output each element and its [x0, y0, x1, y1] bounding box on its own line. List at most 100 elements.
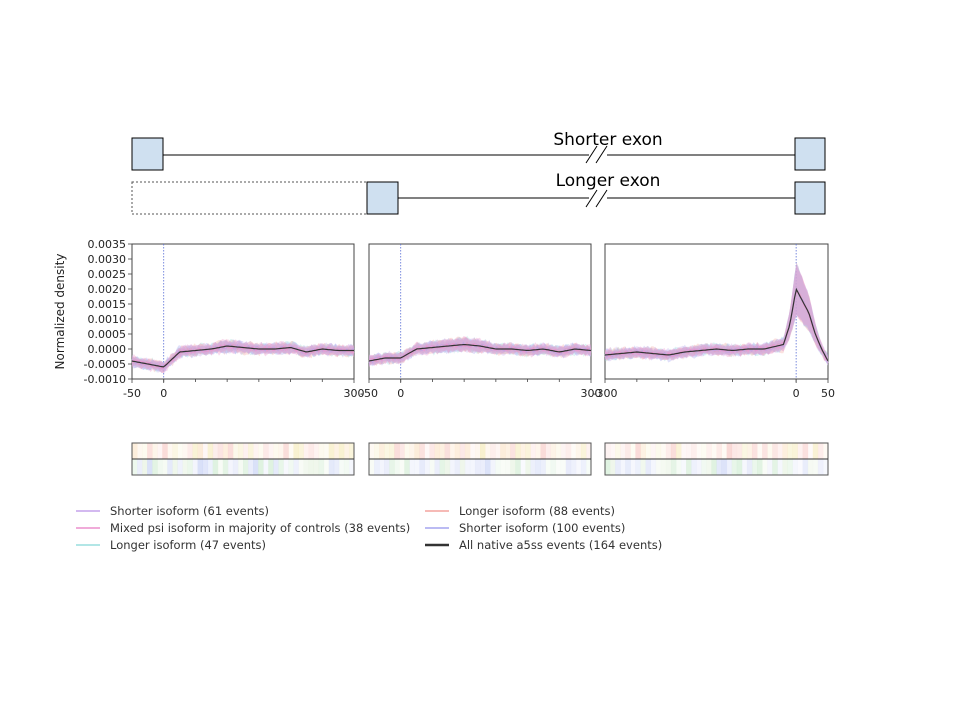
heatmap-cell: [575, 459, 582, 475]
axis-break-mark: [595, 189, 608, 208]
heatmap-cell: [177, 443, 183, 459]
panel-1: -50 0 300 0.0035 0.0030 0.0025 0.0020 0.0015 0.0…: [53, 238, 365, 400]
heatmap-cell: [268, 443, 274, 459]
heatmap-cell: [495, 443, 501, 459]
heatmap-cell: [374, 459, 380, 475]
heatmap-cell: [670, 443, 677, 459]
heatmap-cell: [182, 459, 188, 475]
heatmap-cell: [630, 443, 636, 459]
heatmap-cell: [162, 443, 168, 459]
heatmap-cell: [696, 459, 702, 475]
heatmap-cell: [515, 443, 521, 459]
shorter-exon-label: Shorter exon: [553, 130, 662, 150]
heatmap-cell: [675, 443, 682, 459]
heatmap-cell: [670, 459, 677, 475]
heatmap-cell: [817, 443, 824, 459]
heatmap-cell: [716, 459, 722, 475]
heatmap-cell: [222, 459, 229, 475]
heatmap-cell: [187, 459, 193, 475]
heatmap-cell: [212, 459, 219, 475]
heatmap-cell: [716, 443, 722, 459]
heatmap-cell: [665, 443, 672, 459]
heatmap-cell: [273, 443, 279, 459]
heatmap-cell: [681, 443, 687, 459]
heatmap-cell: [434, 443, 441, 459]
heatmap-cell: [675, 459, 682, 475]
heatmap-cell: [419, 459, 425, 475]
heatmap-cell: [237, 459, 244, 475]
heatmap-cell: [313, 443, 320, 459]
heatmap-cell: [409, 459, 415, 475]
legend: Shorter isoform (61 events) Mixed psi iso…: [76, 504, 662, 552]
alternative-exon-box: [366, 181, 399, 215]
y-tick-label: 0.0025: [88, 268, 127, 281]
y-tick-label: 0.0020: [88, 283, 127, 296]
heatmap-cell: [660, 459, 667, 475]
heatmap-cell: [253, 459, 259, 475]
heatmap-cell: [812, 459, 819, 475]
heatmap-cell: [384, 459, 390, 475]
heatmap-cell: [167, 443, 173, 459]
heatmap-cell: [525, 459, 531, 475]
confidence-band: [605, 264, 828, 365]
heatmap-cell: [520, 443, 526, 459]
heatmap-cell: [369, 443, 375, 459]
heatmap-cell: [444, 443, 451, 459]
heatmap-cell: [701, 443, 707, 459]
x-tick-label: -50: [360, 387, 378, 400]
heatmap-cell: [454, 443, 461, 459]
heatmap-cell: [318, 459, 325, 475]
heatmap-cell: [550, 459, 557, 475]
heatmap-cell: [655, 443, 662, 459]
heatmap-cell: [263, 459, 269, 475]
heatmap-cell: [237, 443, 244, 459]
heatmap-cell: [338, 443, 345, 459]
heatmap-cell: [681, 459, 687, 475]
heatmap-strip-1: [131, 442, 355, 476]
axis-break-mark: [585, 189, 598, 208]
heatmap-cell: [414, 443, 420, 459]
heatmap-cell: [273, 459, 279, 475]
heatmap-cell: [640, 443, 646, 459]
heatmap-cell: [404, 459, 410, 475]
heatmap-cell: [283, 459, 289, 475]
heatmap-cell: [782, 459, 788, 475]
all-native-line: [368, 344, 592, 362]
heatmap-cell: [394, 459, 400, 475]
axis-break-mark: [595, 145, 608, 164]
heatmap-cell: [520, 459, 526, 475]
heatmap-cell: [283, 443, 289, 459]
heatmap-cell: [348, 443, 355, 459]
heatmap-cell: [142, 459, 148, 475]
heatmap-cell: [822, 443, 829, 459]
axis-break-gap-shorter: [589, 144, 607, 166]
heatmap-cell: [157, 443, 163, 459]
heatmap-cell: [726, 443, 733, 459]
heatmap-cell: [540, 443, 546, 459]
heatmap-cell: [706, 459, 712, 475]
heatmap-cell: [585, 459, 592, 475]
heatmap-cell: [505, 443, 511, 459]
heatmap-cell: [565, 459, 572, 475]
heatmap-cell: [207, 459, 214, 475]
heatmap-cell: [147, 443, 153, 459]
heatmap-cell: [313, 459, 320, 475]
heatmap-cell: [202, 459, 209, 475]
heatmap-cell: [777, 443, 783, 459]
all-native-line: [131, 345, 354, 368]
heatmap-cell: [686, 459, 692, 475]
heatmap-cell: [500, 459, 506, 475]
heatmap-cell: [303, 459, 309, 475]
longer-exon-label: Longer exon: [556, 171, 661, 191]
heatmap-cell: [807, 459, 814, 475]
heatmap-cell: [374, 443, 380, 459]
confidence-band: [369, 336, 591, 366]
heatmap-cell: [575, 443, 582, 459]
axis-break-gap-longer: [589, 188, 607, 210]
heatmap-cell: [515, 459, 521, 475]
heatmap-cell: [419, 443, 425, 459]
density-panels: -50 0 300 0.0035 0.0030 0.0025 0.0020 0.0015 0.0…: [53, 238, 835, 400]
heatmap-cell: [655, 459, 662, 475]
heatmap-cell: [812, 443, 819, 459]
confidence-band: [132, 338, 354, 373]
